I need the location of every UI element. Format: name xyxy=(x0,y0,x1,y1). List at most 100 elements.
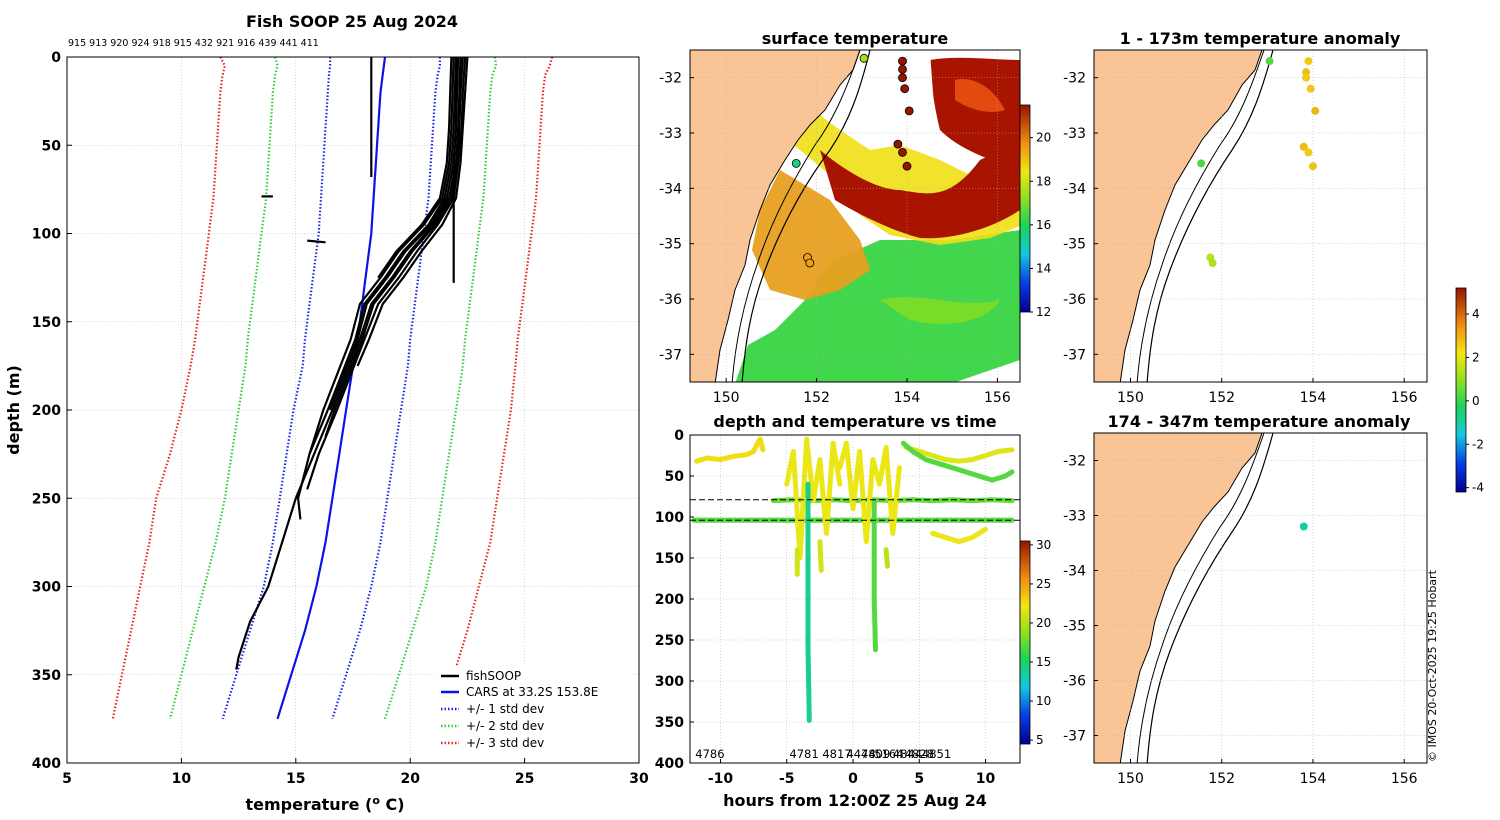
profile-xtick-label: 15 xyxy=(286,771,305,787)
profile-curves xyxy=(111,56,554,720)
anom-lower-panel: 174 - 347m temperature anomaly 150 152 154… xyxy=(1063,412,1428,788)
timeseries-colorbar-tick-label: 25 xyxy=(1036,577,1051,591)
timeseries-ytick-label: 100 xyxy=(655,510,684,526)
surface-ytick-label: -35 xyxy=(659,237,682,253)
legend-std1: +/- 1 std dev xyxy=(466,702,544,716)
anomaly-colorbar xyxy=(1455,287,1467,493)
surface-shelf-contour xyxy=(731,50,861,382)
surface-ytick-label: -37 xyxy=(659,347,682,363)
anomaly-colorbar-group: -4 -2 0 2 4 xyxy=(1455,287,1484,495)
fishsoop-profile-line xyxy=(307,239,326,244)
anom-upper-point xyxy=(1299,142,1308,151)
anom-lower-xtick-label: 156 xyxy=(1391,771,1418,787)
profile-ytick-label: 350 xyxy=(32,668,61,684)
timeseries-panel: depth and temperature vs time 4786 4781 4… xyxy=(655,412,1052,810)
timeseries-ytick-label: 400 xyxy=(655,756,684,772)
surface-point xyxy=(791,158,801,168)
profile-title: Fish SOOP 25 Aug 2024 xyxy=(246,12,458,31)
surface-point xyxy=(898,73,907,83)
profile-ytick-label: 300 xyxy=(32,580,61,596)
anom-lower-axes-box xyxy=(1093,432,1428,764)
anom-upper-points xyxy=(1197,57,1320,267)
anom-lower-title: 174 - 347m temperature anomaly xyxy=(1108,412,1411,431)
surface-xtick-label: 152 xyxy=(803,390,830,406)
surface-point xyxy=(898,56,907,66)
timeseries-track xyxy=(817,539,824,573)
anom-upper-ytick-label: -37 xyxy=(1063,347,1086,363)
timeseries-xtick-label: 10 xyxy=(976,771,996,787)
anom-lower-ytick-label: -33 xyxy=(1063,509,1086,525)
profile-top-labels: 915 913 920 924 918 915 432 921 916 439 … xyxy=(68,38,319,49)
fishsoop-profile-line xyxy=(297,56,458,520)
timeseries-track xyxy=(755,436,766,453)
anom-upper-ytick-label: -33 xyxy=(1063,126,1086,142)
surface-colorbar xyxy=(1019,104,1031,313)
anom-upper-point xyxy=(1306,84,1315,93)
surface-colorbar-ticks: 12 14 16 18 20 xyxy=(1030,131,1051,319)
anomaly-colorbar-tick-label: 4 xyxy=(1472,307,1480,321)
timeseries-track xyxy=(883,547,890,569)
timeseries-track xyxy=(837,440,902,545)
profile-ytick-label: 50 xyxy=(42,138,62,154)
timeseries-reference-lines xyxy=(690,499,1020,521)
surface-point xyxy=(904,106,914,116)
profile-xtick-label: 20 xyxy=(400,771,420,787)
timeseries-title: depth and temperature vs time xyxy=(713,412,996,431)
surface-colorbar-tick-label: 16 xyxy=(1036,218,1051,232)
timeseries-xtick-label: 0 xyxy=(848,771,858,787)
profile-curve--3-std-dev xyxy=(111,56,227,720)
surface-grid xyxy=(690,50,1020,382)
profile-xlabel: temperature (o C) xyxy=(245,794,404,814)
timeseries-track xyxy=(694,440,761,464)
anom-upper-axes-box xyxy=(1093,49,1428,383)
anom-upper-xtick-label: 154 xyxy=(1300,390,1327,406)
anom-upper-point xyxy=(1302,73,1311,82)
anom-upper-point xyxy=(1304,148,1313,157)
anomaly-colorbar-ticks: -4 -2 0 2 4 xyxy=(1466,307,1484,495)
timeseries-grid xyxy=(690,435,1020,763)
surface-point xyxy=(902,161,912,171)
profile-ytick-label: 150 xyxy=(32,315,61,331)
anom-upper-point xyxy=(1208,259,1217,267)
timeseries-xtick-label: -5 xyxy=(779,771,795,787)
profile-ytick-label: 250 xyxy=(32,491,61,507)
timeseries-colorbar-ticks: 5 10 15 20 25 30 xyxy=(1030,538,1051,747)
anom-lower-ticks: 150 152 154 156 -32 -33 -34 -35 -36 -37 xyxy=(1063,454,1418,788)
anom-upper-point xyxy=(1302,68,1311,77)
profile-ylabel: depth (m) xyxy=(4,365,23,455)
timeseries-track xyxy=(930,526,988,545)
timeseries-colorbar xyxy=(1019,540,1031,745)
profile-legend: fishSOOP CARS at 33.2S 153.8E +/- 1 std … xyxy=(436,666,632,756)
sst-eddy-filament xyxy=(880,297,1000,324)
surface-xtick-label: 154 xyxy=(894,390,921,406)
fishsoop-profile-line xyxy=(308,56,455,455)
surface-ytick-label: -34 xyxy=(659,181,682,197)
fishsoop-profile-line xyxy=(356,56,469,367)
anom-upper-ticks: 150 152 154 156 -32 -33 -34 -35 -36 -37 xyxy=(1063,71,1418,406)
profile-xtick-label: 10 xyxy=(172,771,192,787)
surface-xtick-label: 150 xyxy=(713,390,740,406)
timeseries-xlabel: hours from 12:00Z 25 Aug 24 xyxy=(723,791,987,810)
anom-lower-xtick-label: 152 xyxy=(1208,771,1235,787)
timeseries-bottom-label: 4828 xyxy=(905,747,934,761)
timeseries-ytick-label: 300 xyxy=(655,674,684,690)
profile-ytick-label: 0 xyxy=(51,50,61,66)
sst-cool-water xyxy=(735,230,1020,382)
fishsoop-profile-line xyxy=(377,56,453,279)
profile-xlabel-main: temperature ( xyxy=(245,795,372,814)
profile-xlabel-sup: o xyxy=(372,794,380,807)
anom-upper-ytick-label: -36 xyxy=(1063,292,1086,308)
surface-point xyxy=(898,65,907,74)
profile-ytick-label: 100 xyxy=(32,227,61,243)
timeseries-xtick-label: -10 xyxy=(708,771,734,787)
timeseries-bottom-label: 4786 xyxy=(695,747,724,761)
surface-point xyxy=(893,139,903,149)
surface-map-content xyxy=(690,50,1020,382)
anom-lower-contour xyxy=(1146,433,1274,763)
anom-lower-point xyxy=(1299,522,1308,531)
credit-text: © IMOS 20-Oct-2025 19:25 Hobart xyxy=(1426,569,1439,762)
surface-points xyxy=(791,53,914,268)
fishsoop-profile-line xyxy=(452,57,458,283)
